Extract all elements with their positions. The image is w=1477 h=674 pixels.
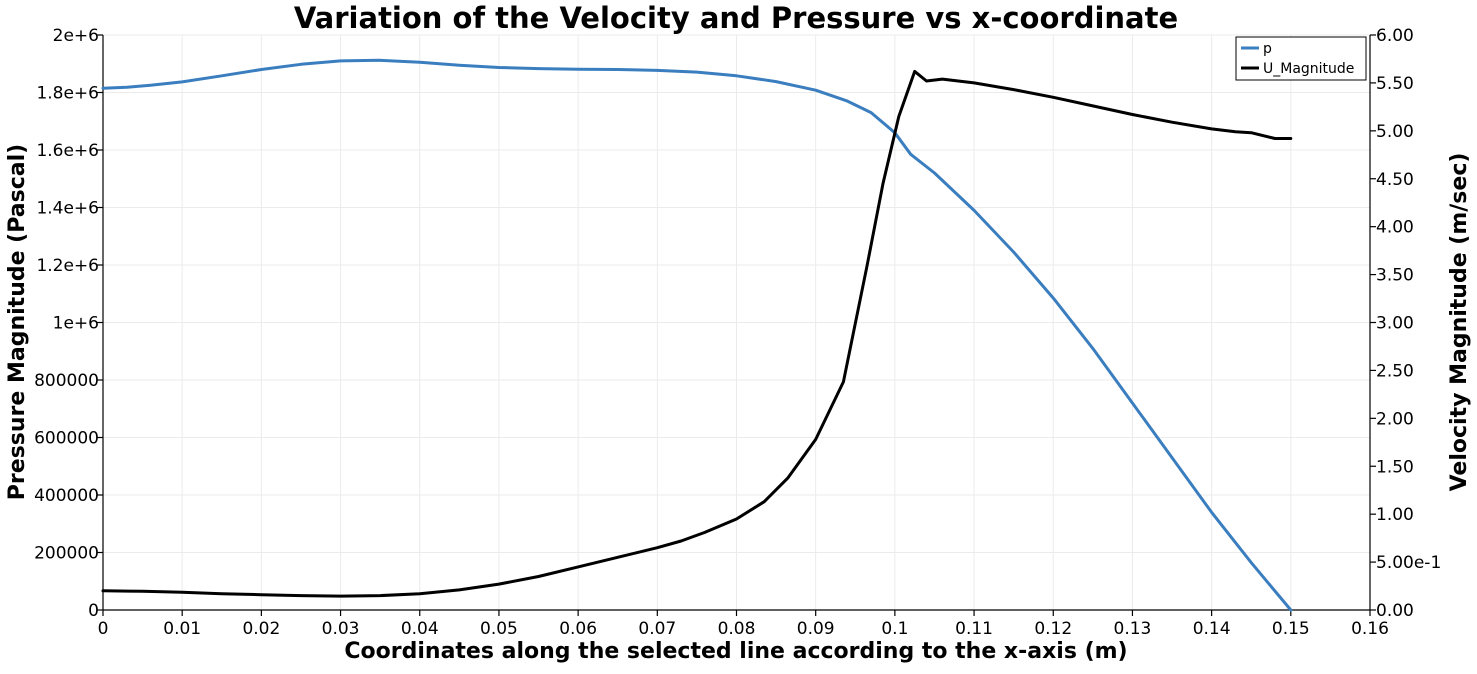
x-tick-label: 0.09 (797, 619, 835, 639)
y2-tick-label: 5.00 (1376, 122, 1414, 142)
y2-tick-label: 2.00 (1376, 409, 1414, 429)
x-tick-label: 0.14 (1193, 619, 1231, 639)
axes-layer: 0 0.01 0.02 0.03 0.04 0.05 0.06 0.07 0.08 0.09 0.1… (34, 26, 1441, 639)
y2-tick-label: 4.00 (1376, 218, 1414, 238)
y2-tick-label: 3.00 (1376, 314, 1414, 334)
x-tick-label: 0.06 (559, 619, 597, 639)
y2-tick-label: 1.50 (1376, 457, 1414, 477)
x-tick-label: 0.05 (480, 619, 518, 639)
y2-axis-label: Velocity Magnitude (m/sec) (1447, 153, 1472, 492)
y-tick-label: 2e+6 (53, 26, 99, 46)
y2-tick-label: 5.00e-1 (1376, 553, 1441, 573)
y2-tick-label: 0.00 (1376, 601, 1414, 621)
x-tick-label: 0.12 (1034, 619, 1072, 639)
y-tick-label: 400000 (34, 486, 99, 506)
y-tick-label: 1.6e+6 (36, 141, 99, 161)
chart-title: Variation of the Velocity and Pressure v… (294, 1, 1178, 35)
x-axis-label: Coordinates along the selected line acco… (344, 639, 1127, 664)
y-tick-label: 1e+6 (53, 314, 99, 334)
grid-layer (102, 34, 1371, 611)
y-tick-label: 800000 (34, 371, 99, 391)
y2-tick-label: 6.00 (1376, 26, 1414, 46)
legend-box (1235, 36, 1367, 81)
y-axis-label: Pressure Magnitude (Pascal) (5, 144, 30, 500)
legend-label: p (1263, 41, 1272, 57)
y-tick-label: 1.8e+6 (36, 84, 99, 104)
y2-tick-label: 5.50 (1376, 74, 1414, 94)
x-tick-label: 0.08 (718, 619, 756, 639)
x-tick-label: 0.04 (401, 619, 439, 639)
x-tick-label: 0.01 (163, 619, 201, 639)
series-layer (101, 58, 1293, 612)
legend-label: U_Magnitude (1263, 61, 1354, 77)
y-tick-label: 600000 (34, 429, 99, 449)
y-tick-label: 1.2e+6 (36, 256, 99, 276)
x-tick-label: 0.03 (322, 619, 360, 639)
x-tick-label: 0.07 (638, 619, 676, 639)
legend: p U_Magnitude (1235, 36, 1367, 81)
x-tick-label: 0.1 (881, 619, 908, 639)
y-tick-label: 0 (88, 601, 99, 621)
x-tick-label: 0.16 (1351, 619, 1389, 639)
series-line-u-magnitude (101, 69, 1293, 598)
y2-tick-label: 2.50 (1376, 361, 1414, 381)
y-tick-label: 200000 (34, 544, 99, 564)
x-tick-label: 0.11 (955, 619, 993, 639)
x-tick-label: 0 (98, 619, 109, 639)
series-line-p (101, 58, 1293, 612)
x-tick-label: 0.15 (1272, 619, 1310, 639)
x-tick-label: 0.02 (242, 619, 280, 639)
x-tick-label: 0.13 (1114, 619, 1152, 639)
y2-tick-label: 4.50 (1376, 170, 1414, 190)
y2-tick-label: 3.50 (1376, 266, 1414, 286)
y2-tick-label: 1.00 (1376, 505, 1414, 525)
y-tick-label: 1.4e+6 (36, 199, 99, 219)
